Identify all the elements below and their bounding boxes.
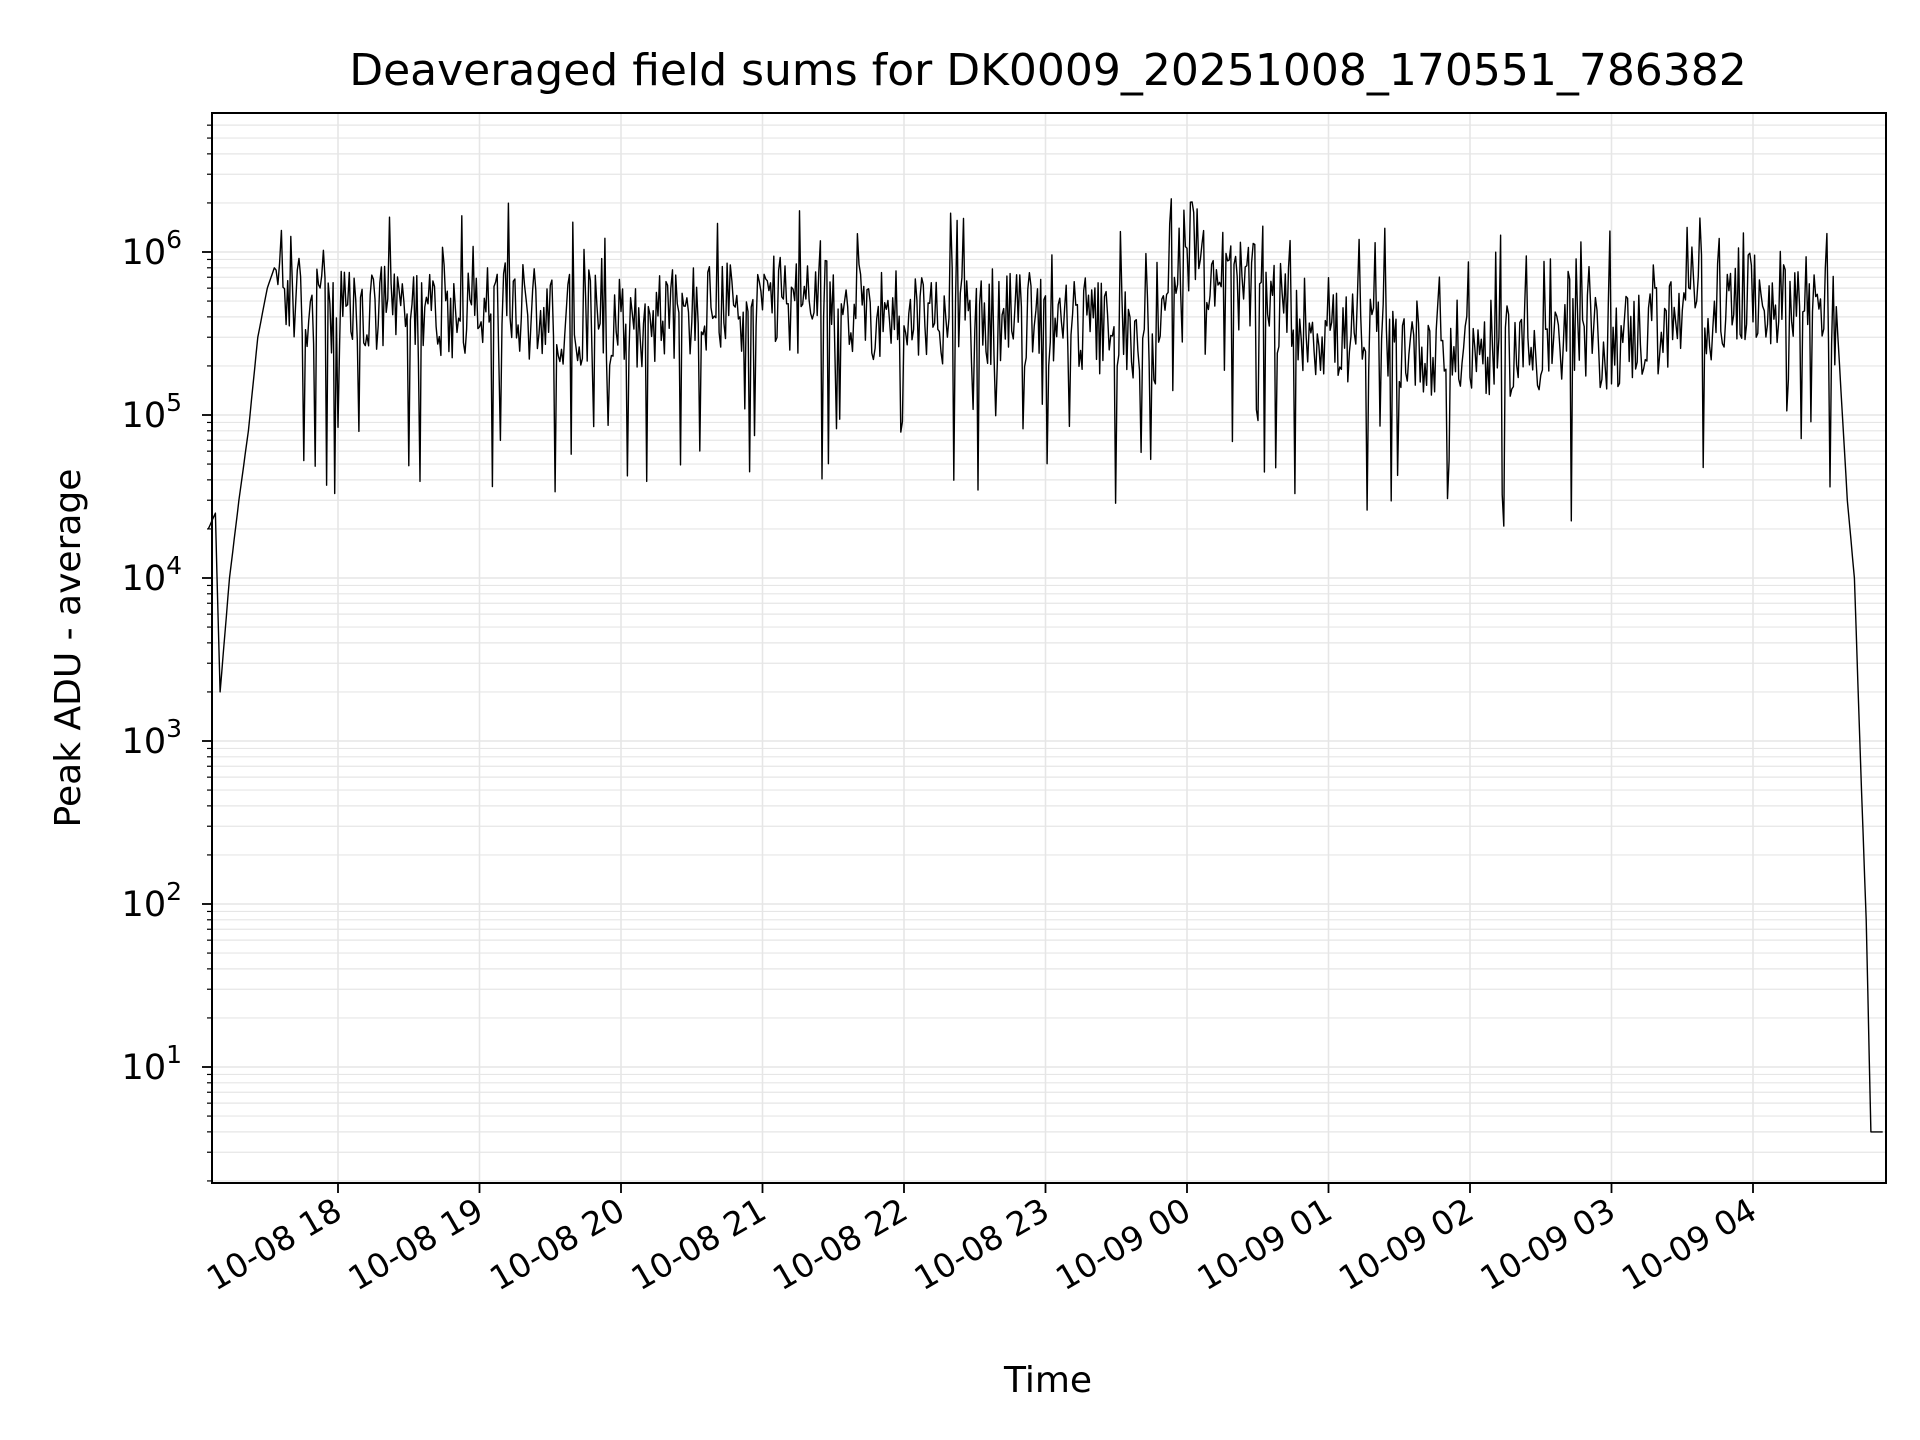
y-tick-label: 105 [122, 388, 182, 436]
y-axis-label: Peak ADU - average [48, 469, 89, 828]
y-tick-label: 106 [122, 225, 182, 273]
chart-title: Deaveraged field sums for DK0009_2025100… [349, 45, 1747, 96]
y-tick-label: 104 [122, 551, 182, 599]
y-tick-label: 102 [122, 877, 182, 925]
x-axis-label: Time [1003, 1360, 1092, 1401]
y-tick-label: 101 [122, 1040, 182, 1088]
plot-area-frame [211, 112, 1887, 1184]
grid-lines [212, 113, 1886, 1183]
y-ticks: 101 102 103 104 105 106 [122, 225, 182, 1088]
series-line [207, 198, 1883, 1133]
y-tick-label: 103 [122, 714, 182, 762]
